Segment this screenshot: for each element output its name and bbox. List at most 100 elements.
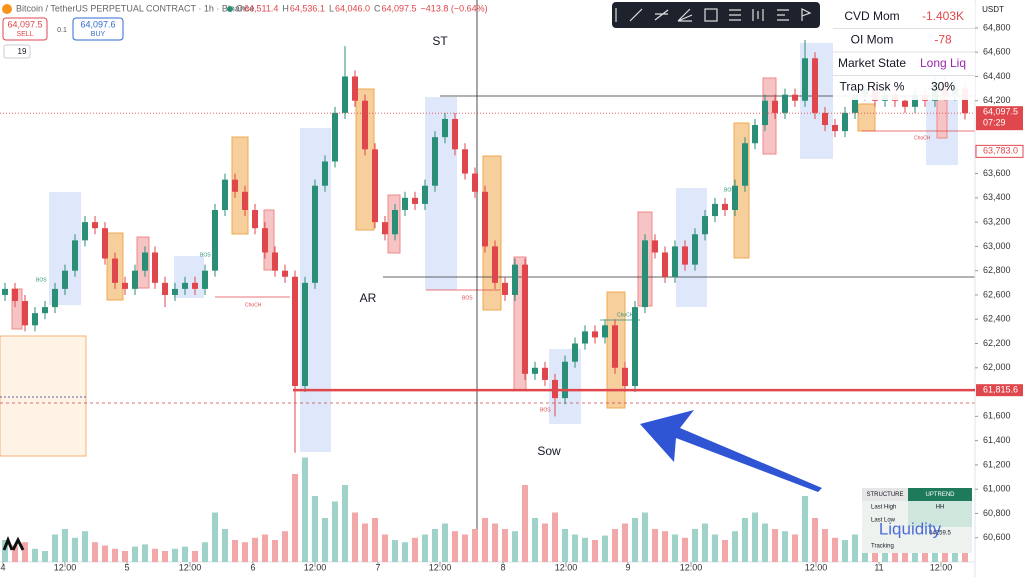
candle-body [822,112,828,126]
volume-bar [532,518,538,562]
volume-bar [822,529,828,562]
volume-bar [282,531,288,562]
volume-bar [162,551,168,562]
logo [2,535,25,551]
choch-label: ChoCH [914,135,931,141]
structure-trend: UPTREND [925,492,955,498]
candle-body [662,252,668,277]
candle-body [352,76,358,101]
zone [0,335,87,457]
volume-bar [812,518,818,562]
candle-body [212,209,218,271]
stats-label: CVD Mom [844,9,899,23]
y-tick-label: 61,200 [983,459,1011,469]
candle-body [152,252,158,283]
candle-body [802,58,808,101]
candle-body [782,94,788,113]
candle-body [492,246,498,283]
volume-bar [452,531,458,562]
tool-fan[interactable] [677,8,693,22]
volume-bar [622,523,628,562]
tool-rect[interactable] [704,8,718,22]
volume-bar [782,531,788,562]
volume-bar [772,529,778,562]
x-tick-label: 6 [250,562,255,572]
stats-value: 30% [931,80,955,94]
tool-text[interactable] [729,9,741,21]
candle-body [542,367,548,380]
volume-bar [152,548,158,562]
tool-pattern[interactable] [752,9,764,21]
y-tick-label: 63,400 [983,192,1011,202]
volume-bar [272,540,278,562]
quantity: 0.1 [57,27,67,34]
volume-bar [72,537,78,562]
liquidity-label: Liquidity [879,519,942,538]
x-tick-label: 12:00 [680,562,703,572]
volume-bar [592,540,598,562]
volume-bar [82,531,88,562]
ohlc-value: 64,097.5 [382,3,417,13]
zone [174,256,204,298]
volume-bar [242,542,248,562]
candle-body [452,118,458,150]
volume-bar [292,474,298,562]
tool-measure[interactable] [777,9,789,21]
candle-body [312,185,318,283]
volume-bar [462,534,468,562]
candle-body [842,112,848,132]
indicator-toggle[interactable] [3,44,31,59]
y-tick-label: 64,400 [983,71,1011,81]
tool-flag[interactable] [801,8,812,21]
ohlc-value: 64,536.1 [290,3,325,13]
tool-fib[interactable] [654,9,669,21]
volume-bar [692,529,698,562]
volume-bar [402,542,408,562]
tool-trendline[interactable] [629,8,643,22]
candle-body [832,125,838,132]
volume-bar [382,534,388,562]
volume-bar [652,529,658,562]
sell-button[interactable] [2,17,48,41]
x-tick-label: 7 [375,562,380,572]
stats-label: Trap Risk % [840,80,905,94]
y-tick-label: 62,200 [983,338,1011,348]
annotation: Sow [537,444,561,458]
x-tick-label: 11 [874,562,883,572]
stats-value: -1.403K [922,9,964,23]
candle-body [72,240,78,271]
price-levels: 64,097.507:29 63,783.0 61,815.6 [0,106,1024,397]
ohlc-key: L [329,3,334,13]
buy-button[interactable] [72,17,124,41]
x-tick-label: 5 [124,562,129,572]
choch-label: ChoCH [245,302,262,308]
volume-bar [512,531,518,562]
volume-bar [442,523,448,562]
volume-bar [502,529,508,562]
candle-body [322,161,328,186]
candle-body [202,270,208,289]
volume-bar [632,518,638,562]
volume-bar [482,518,488,562]
y-tick-label: 61,000 [983,484,1011,494]
candle-body [12,288,18,302]
price-label-box [976,384,1023,397]
x-tick-label: 12:00 [429,562,452,572]
price-label-box [975,144,1024,158]
structure-label: Last Low [871,518,896,524]
symbol: Bitcoin / TetherUS PERPETUAL CONTRACT · … [16,3,254,13]
candle-body [282,270,288,277]
volume-bar [142,544,148,562]
candle-body [222,179,228,210]
candle-body [582,331,588,344]
candle-body [912,94,918,107]
candle-body [22,301,28,326]
candle-body [232,179,238,192]
candle-body [692,234,698,265]
candle-body [252,209,258,229]
structure-lines [0,0,975,560]
candle-body [302,282,308,386]
candle-body [132,270,138,289]
candle-body [572,343,578,362]
candle-body [962,88,968,114]
